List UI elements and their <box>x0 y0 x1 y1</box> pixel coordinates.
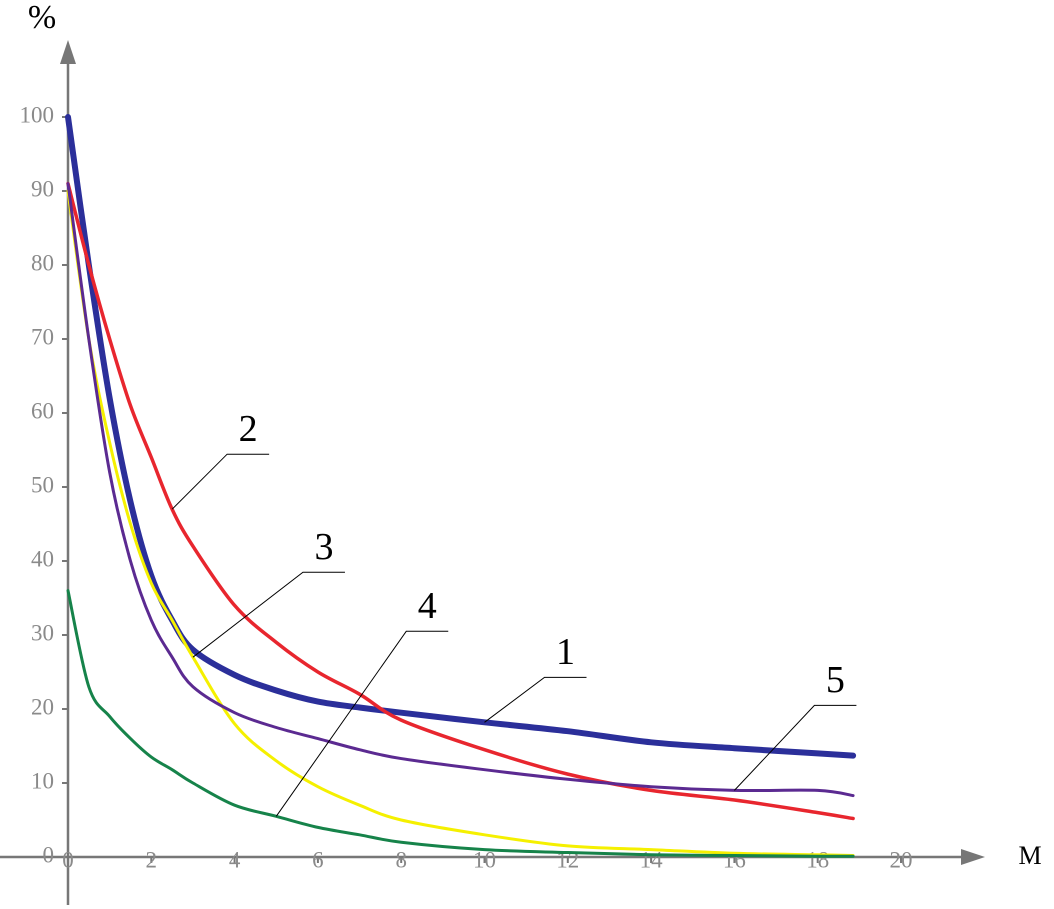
callout-line <box>484 676 587 723</box>
x-tick-label: 16 <box>723 847 746 872</box>
y-tick-label: 80 <box>31 250 54 275</box>
x-tick-label: 6 <box>312 847 324 872</box>
y-tick-label: 50 <box>31 472 54 497</box>
callout-label: 2 <box>239 408 258 450</box>
callout-label: 4 <box>418 585 437 627</box>
x-tick-label: 18 <box>806 847 829 872</box>
series-line <box>66 182 855 798</box>
callout-line <box>171 453 270 510</box>
y-tick-label: 10 <box>31 768 54 793</box>
callout-line <box>275 630 449 817</box>
y-axis-label: % <box>28 0 56 36</box>
x-tick-label: 2 <box>146 847 158 872</box>
x-tick-label: 8 <box>395 847 407 872</box>
y-tick-label: 70 <box>31 324 54 349</box>
callout-line <box>192 571 345 658</box>
x-tick-label: 20 <box>890 847 913 872</box>
y-tick-label: 60 <box>31 398 54 423</box>
y-tick-label: 100 <box>20 102 55 127</box>
x-axis-label: M <box>1018 841 1041 870</box>
x-arrow <box>961 849 985 865</box>
callout-label: 5 <box>826 659 845 701</box>
series-line <box>66 181 855 821</box>
x-tick-label: 10 <box>473 847 496 872</box>
y-tick-label: 90 <box>31 176 54 201</box>
y-arrow <box>60 40 76 64</box>
callout-label: 3 <box>314 526 333 568</box>
x-tick-label: 0 <box>62 847 74 872</box>
callout-label: 1 <box>556 631 575 673</box>
callout-line <box>734 704 857 791</box>
y-tick-label: 30 <box>31 620 54 645</box>
series-line <box>65 114 857 759</box>
y-tick-label: 40 <box>31 546 54 571</box>
x-tick-label: 4 <box>229 847 241 872</box>
y-tick-label: 0 <box>43 842 55 867</box>
series-line <box>66 189 855 858</box>
series-line <box>66 589 855 858</box>
y-tick-label: 20 <box>31 694 54 719</box>
